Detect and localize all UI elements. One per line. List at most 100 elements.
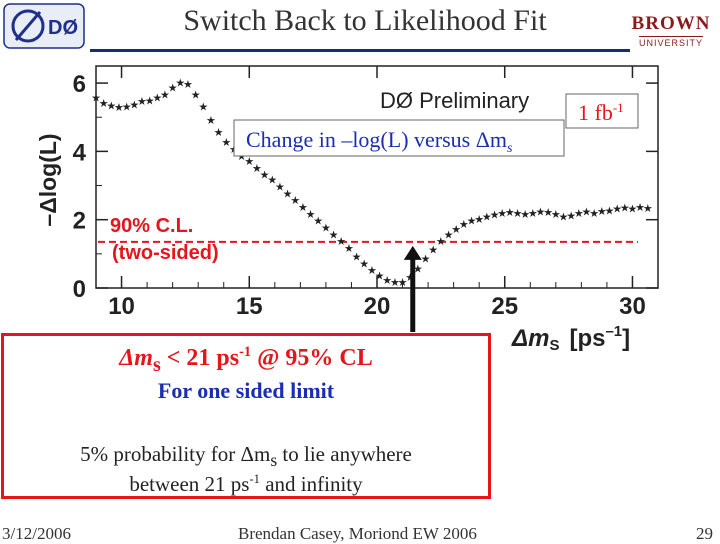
y-tick-label: 0 [73, 276, 86, 303]
x-axis-unit-exponent: –1 [605, 323, 622, 340]
data-point: ★ [168, 81, 178, 94]
data-point: ★ [451, 223, 461, 236]
x-axis-label: ΔmS [ps–1] [511, 323, 630, 354]
data-point: ★ [467, 215, 477, 228]
title-rule [90, 49, 630, 52]
data-point: ★ [321, 222, 331, 235]
luminosity-box [565, 93, 639, 129]
limit-confidence: @ 95% CL [251, 345, 373, 371]
data-point: ★ [428, 244, 438, 257]
d0-logo-text: DØ [48, 17, 78, 39]
data-point: ★ [91, 92, 101, 105]
x-tick-label: 25 [491, 293, 518, 320]
data-point: ★ [206, 114, 216, 127]
luminosity-value: 1 fb [578, 100, 613, 125]
d0-logo: DØ [2, 2, 86, 50]
data-point: ★ [214, 126, 224, 139]
data-point: ★ [589, 207, 599, 220]
data-point: ★ [635, 201, 645, 214]
data-point: ★ [359, 257, 369, 270]
y-tick-labels: 0 2 4 6 [73, 71, 87, 303]
data-point: ★ [413, 263, 423, 276]
y-tick-label: 4 [73, 139, 87, 166]
result-note-box: Δms < 21 ps-1 @ 95% CL For one sided lim… [1, 333, 491, 499]
chart-title-subscript: s [507, 141, 513, 156]
y-tick-label: 6 [73, 71, 86, 98]
preliminary-label: DØ Preliminary [380, 88, 529, 113]
probability-note: 5% probability for Δms to lie anywhere [4, 442, 488, 471]
x-tick-label: 30 [619, 293, 646, 320]
data-point: ★ [566, 210, 576, 223]
data-point: ★ [129, 99, 139, 112]
x-tick-label: 20 [364, 293, 391, 320]
data-point: ★ [482, 211, 492, 224]
data-point: ★ [152, 92, 162, 105]
data-point: ★ [352, 251, 362, 264]
data-point: ★ [597, 205, 607, 218]
data-point: ★ [459, 218, 469, 231]
d0-logo-ring [11, 9, 45, 43]
range-exponent: -1 [249, 472, 260, 486]
data-point: ★ [398, 276, 408, 289]
data-point: ★ [543, 206, 553, 219]
data-point: ★ [582, 205, 592, 218]
data-point: ★ [183, 78, 193, 91]
x-axis-unit: [ps [569, 325, 605, 352]
data-point: ★ [252, 162, 262, 175]
luminosity-label: 1 fb-1 [578, 100, 624, 125]
range-note: between 21 ps-1 and infinity [4, 472, 488, 497]
data-point: ★ [605, 204, 615, 217]
data-point: ★ [551, 208, 561, 221]
data-point: ★ [628, 203, 638, 216]
slide-title: Switch Back to Likelihood Fit [183, 4, 547, 37]
data-point: ★ [198, 100, 208, 113]
one-sided-note: For one sided limit [157, 378, 335, 403]
data-point: ★ [643, 202, 653, 215]
brown-logo-sub: UNIVERSITY [638, 36, 703, 48]
limit-symbol-subscript: s [152, 353, 161, 376]
data-point: ★ [137, 95, 147, 108]
limit-symbol: Δm [119, 345, 153, 371]
data-point: ★ [191, 88, 201, 101]
data-point: ★ [221, 136, 231, 149]
probability-subscript: s [270, 450, 278, 471]
data-point: ★ [528, 207, 538, 220]
luminosity-exponent: -1 [613, 100, 624, 115]
data-point: ★ [290, 194, 300, 207]
data-point: ★ [520, 208, 530, 221]
limit-statement: Δms < 21 ps-1 @ 95% CL [4, 344, 488, 377]
data-point: ★ [367, 264, 377, 277]
x-tick-label: 10 [108, 293, 135, 320]
tick-marks [95, 66, 659, 289]
data-point: ★ [160, 88, 170, 101]
range-prefix: between 21 ps [129, 472, 250, 496]
limit-exponent: -1 [239, 344, 252, 360]
data-point: ★ [275, 181, 285, 194]
data-point: ★ [336, 235, 346, 248]
data-point: ★ [382, 274, 392, 287]
data-point: ★ [513, 207, 523, 220]
plot-frame [95, 65, 659, 289]
data-point: ★ [375, 269, 385, 282]
data-point: ★ [620, 202, 630, 215]
data-point: ★ [536, 205, 546, 218]
probability-prefix: 5% probability for Δm [80, 442, 271, 466]
cl-label-line2: (two-sided) [112, 242, 219, 264]
data-point: ★ [298, 201, 308, 214]
data-point: ★ [490, 209, 500, 222]
x-axis-symbol: Δm [511, 325, 549, 352]
data-point: ★ [145, 94, 155, 107]
data-point: ★ [260, 169, 270, 182]
limit-value: < 21 ps [160, 345, 240, 371]
data-point: ★ [444, 228, 454, 241]
d0-logo-slash [14, 11, 42, 41]
data-point: ★ [244, 155, 254, 168]
x-tick-label: 15 [236, 293, 263, 320]
data-point: ★ [313, 215, 323, 228]
data-point: ★ [436, 235, 446, 248]
range-suffix: and infinity [259, 472, 363, 496]
data-point: ★ [114, 101, 124, 114]
data-points: ★★★★★★★★★★★★★★★★★★★★★★★★★★★★★★★★★★★★★★★★… [91, 76, 653, 332]
x-axis-close: ] [622, 325, 630, 352]
